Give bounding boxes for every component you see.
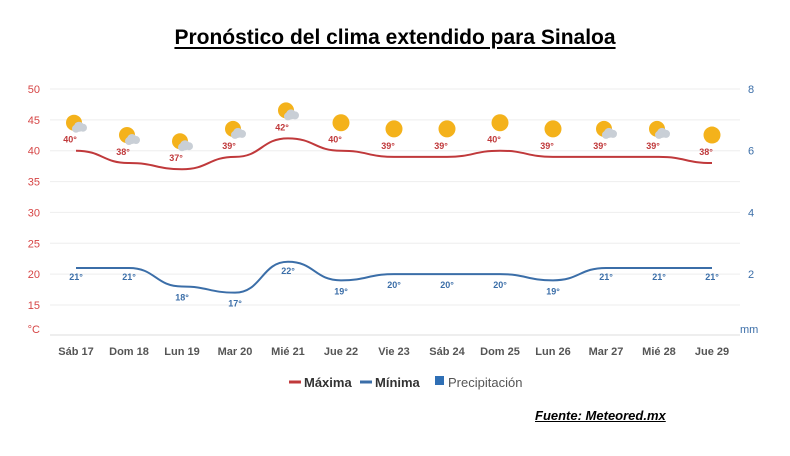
legend-maxima-label: Máxima bbox=[304, 375, 352, 390]
partly-sunny-icon bbox=[66, 114, 87, 133]
legend-precipitacion-swatch bbox=[435, 376, 444, 385]
data-label-minima: 21° bbox=[122, 272, 136, 282]
data-label-minima: 22° bbox=[281, 266, 295, 276]
data-label-minima: 17° bbox=[228, 299, 242, 309]
x-tick-label: Vie 23 bbox=[378, 346, 410, 358]
x-tick-label: Mar 27 bbox=[589, 346, 624, 358]
y-tick-label-left: 35 bbox=[28, 177, 40, 189]
partly-sunny-icon bbox=[278, 102, 299, 121]
sun-icon bbox=[544, 120, 562, 138]
sun-icon bbox=[491, 114, 509, 132]
data-label-minima: 20° bbox=[493, 280, 507, 290]
sun-icon bbox=[385, 120, 403, 138]
data-label-maxima: 39° bbox=[540, 141, 554, 151]
series-line-minima bbox=[76, 260, 712, 294]
data-label-maxima: 37° bbox=[169, 153, 183, 163]
x-tick-label: Sáb 17 bbox=[58, 346, 93, 358]
x-tick-label: Sáb 24 bbox=[429, 346, 465, 358]
partly-sunny-icon bbox=[119, 127, 140, 146]
y-tick-label-left: 50 bbox=[28, 84, 40, 96]
sun-icon bbox=[438, 120, 456, 138]
source-credit: Fuente: Meteored.mx bbox=[535, 408, 666, 423]
y-tick-label-right: 2 bbox=[748, 269, 754, 281]
page-title: Pronóstico del clima extendido para Sina… bbox=[174, 26, 616, 49]
x-tick-label: Jue 29 bbox=[695, 346, 729, 358]
y-tick-label-right: 8 bbox=[748, 84, 754, 96]
data-label-maxima: 40° bbox=[328, 135, 342, 145]
legend-precipitacion-label: Precipitación bbox=[448, 375, 522, 390]
y-tick-label-left: 30 bbox=[28, 207, 40, 219]
data-label-maxima: 40° bbox=[63, 135, 77, 145]
y-tick-label-left: 20 bbox=[28, 269, 40, 281]
sun-icon bbox=[703, 126, 721, 144]
partly-sunny-icon bbox=[225, 120, 246, 139]
data-label-minima: 18° bbox=[175, 292, 189, 302]
y-unit-left: °C bbox=[28, 324, 40, 336]
partly-sunny-icon bbox=[172, 133, 193, 152]
data-label-maxima: 39° bbox=[381, 141, 395, 151]
series-line-maxima bbox=[75, 137, 713, 171]
x-tick-label: Dom 18 bbox=[109, 346, 149, 358]
y-tick-label-left: 25 bbox=[28, 238, 40, 250]
data-label-maxima: 42° bbox=[275, 122, 289, 132]
x-tick-label: Mié 28 bbox=[642, 346, 676, 358]
x-tick-label: Dom 25 bbox=[480, 346, 520, 358]
legend-minima-label: Mínima bbox=[375, 375, 421, 390]
y-tick-label-right: 6 bbox=[748, 146, 754, 158]
data-label-minima: 20° bbox=[440, 280, 454, 290]
x-tick-label: Jue 22 bbox=[324, 346, 358, 358]
data-label-maxima: 39° bbox=[222, 141, 236, 151]
y-tick-label-left: 40 bbox=[28, 146, 40, 158]
y-tick-label-left: 15 bbox=[28, 300, 40, 312]
x-tick-label: Lun 26 bbox=[535, 346, 570, 358]
data-label-maxima: 39° bbox=[593, 141, 607, 151]
data-label-maxima: 38° bbox=[699, 147, 713, 157]
x-tick-label: Mar 20 bbox=[218, 346, 253, 358]
partly-sunny-icon bbox=[596, 120, 617, 139]
data-label-maxima: 39° bbox=[646, 141, 660, 151]
data-label-minima: 19° bbox=[546, 286, 560, 296]
x-tick-label: Lun 19 bbox=[164, 346, 199, 358]
partly-sunny-icon bbox=[649, 120, 670, 139]
data-label-minima: 19° bbox=[334, 286, 348, 296]
data-label-minima: 21° bbox=[69, 272, 83, 282]
x-tick-label: Mié 21 bbox=[271, 346, 305, 358]
data-label-minima: 21° bbox=[652, 272, 666, 282]
y-tick-label-right: 4 bbox=[748, 207, 754, 219]
data-label-maxima: 40° bbox=[487, 135, 501, 145]
data-label-minima: 20° bbox=[387, 280, 401, 290]
y-unit-right: mm bbox=[740, 324, 758, 336]
data-label-maxima: 39° bbox=[434, 141, 448, 151]
data-label-minima: 21° bbox=[705, 272, 719, 282]
sun-icon bbox=[332, 114, 350, 132]
y-tick-label-left: 45 bbox=[28, 115, 40, 127]
data-label-minima: 21° bbox=[599, 272, 613, 282]
data-label-maxima: 38° bbox=[116, 147, 130, 157]
